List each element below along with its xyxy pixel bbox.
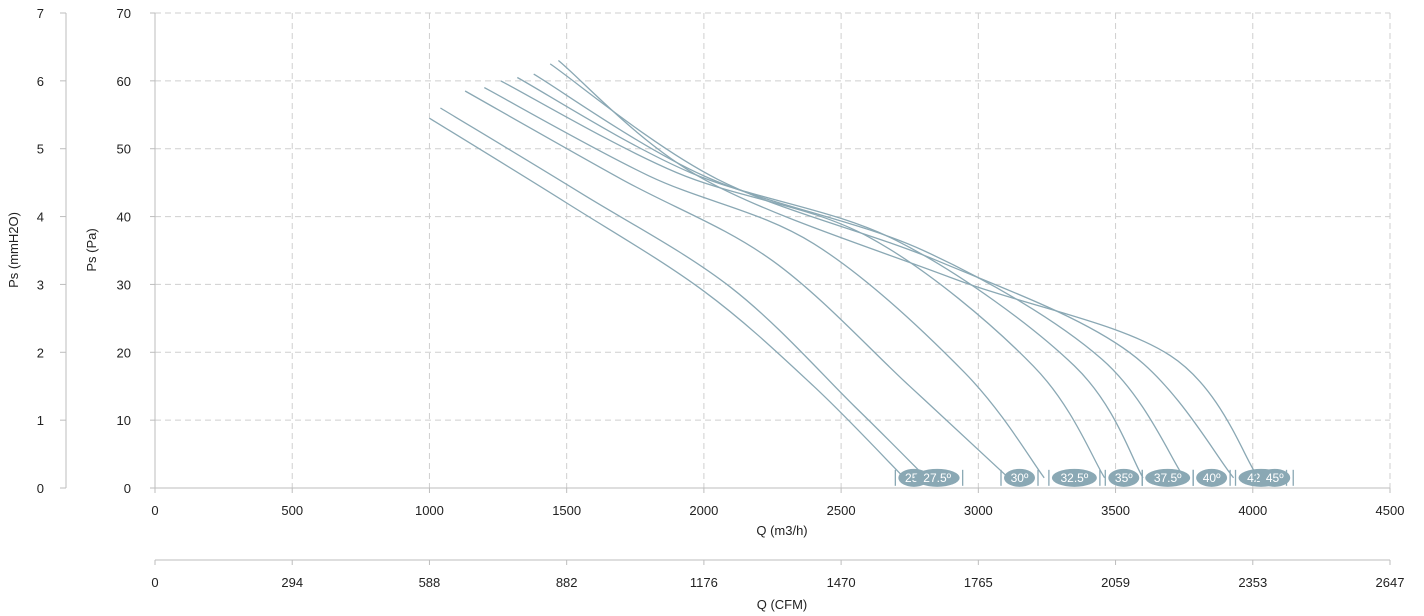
series-label-bubble xyxy=(1004,468,1035,487)
series-label-text: 30º xyxy=(1011,471,1029,485)
x-tick-label-m3h: 4000 xyxy=(1238,503,1267,518)
series-curve xyxy=(500,80,1106,479)
x-tick-label-cfm: 294 xyxy=(281,575,303,590)
x-tick-label-m3h: 3500 xyxy=(1101,503,1130,518)
series-label: 45º xyxy=(1255,468,1294,487)
series-label-bubble xyxy=(1108,468,1140,487)
x-tick-label-m3h: 2500 xyxy=(827,503,856,518)
x-tick-label-cfm: 2059 xyxy=(1101,575,1130,590)
x-tick-label-cfm: 1765 xyxy=(964,575,993,590)
x-tick-label-cfm: 588 xyxy=(419,575,441,590)
x-tick-label-cfm: 2647 xyxy=(1376,575,1405,590)
y-tick-label-mmh2o: 2 xyxy=(37,345,44,360)
x-tick-label-cfm: 2353 xyxy=(1238,575,1267,590)
y-axis-title-pa: Ps (Pa) xyxy=(84,228,99,271)
x-tick-label-m3h: 0 xyxy=(151,503,158,518)
series-label: 27.5º xyxy=(911,468,964,487)
series-label: 37.5º xyxy=(1141,468,1194,487)
series-curve xyxy=(549,63,1235,479)
x-tick-label-m3h: 3000 xyxy=(964,503,993,518)
x-axis-title-cfm: Q (CFM) xyxy=(757,597,808,612)
series-label-text: 37.5º xyxy=(1154,471,1182,485)
series-curve xyxy=(533,73,1185,479)
y-tick-label-mmh2o: 6 xyxy=(37,74,44,89)
y-tick-label-pa: 70 xyxy=(117,6,131,21)
y-tick-label-mmh2o: 1 xyxy=(37,413,44,428)
x-tick-label-m3h: 2000 xyxy=(689,503,718,518)
x-tick-label-cfm: 882 xyxy=(556,575,578,590)
y-tick-label-mmh2o: 3 xyxy=(37,277,44,292)
y-tick-label-pa: 20 xyxy=(117,345,131,360)
y-tick-label-mmh2o: 5 xyxy=(37,142,44,157)
x-tick-label-m3h: 1000 xyxy=(415,503,444,518)
y-tick-label-mmh2o: 7 xyxy=(37,6,44,21)
series-label-text: 27.5º xyxy=(923,471,951,485)
y-tick-label-pa: 40 xyxy=(117,210,131,225)
series-label-text: 40º xyxy=(1203,471,1221,485)
series-curve xyxy=(516,76,1144,479)
y-tick-label-mmh2o: 4 xyxy=(37,210,44,225)
series-label-bubble xyxy=(1259,468,1291,487)
x-tick-label-cfm: 1176 xyxy=(690,575,718,590)
series-label-text: 35º xyxy=(1115,471,1133,485)
series-curve xyxy=(440,107,927,479)
y-axis-title-mmh2o: Ps (mmH2O) xyxy=(6,212,21,288)
curves-layer xyxy=(429,59,1259,479)
series-label: 40º xyxy=(1192,468,1231,487)
x-tick-label-cfm: 0 xyxy=(151,575,158,590)
y-tick-label-pa: 50 xyxy=(117,142,131,157)
series-label-bubble xyxy=(1196,468,1228,487)
series-label-bubble xyxy=(914,468,960,487)
series-curve xyxy=(429,117,905,479)
x-tick-label-m3h: 4500 xyxy=(1376,503,1405,518)
y-tick-label-pa: 60 xyxy=(117,74,131,89)
grid-layer xyxy=(155,12,1391,488)
series-label-text: 32.5º xyxy=(1061,471,1089,485)
series-curve xyxy=(483,87,1045,479)
x-tick-label-cfm: 1470 xyxy=(827,575,856,590)
x-tick-label-m3h: 1500 xyxy=(552,503,581,518)
series-curve xyxy=(557,59,1259,479)
x-axis-title-m3h: Q (m3/h) xyxy=(756,523,807,538)
series-curve xyxy=(464,90,1009,479)
y-tick-label-mmh2o: 0 xyxy=(37,481,44,496)
series-label: 35º xyxy=(1104,468,1143,487)
series-label-text: 45º xyxy=(1266,471,1284,485)
series-label-bubble xyxy=(1145,468,1191,487)
y-tick-label-pa: 0 xyxy=(124,481,131,496)
y-tick-label-pa: 10 xyxy=(117,413,131,428)
series-label: 32.5º xyxy=(1048,468,1101,487)
series-label-bubble xyxy=(1051,468,1097,487)
y-tick-label-pa: 30 xyxy=(117,277,131,292)
x-tick-label-m3h: 500 xyxy=(281,503,303,518)
series-label: 30º xyxy=(1000,468,1039,487)
